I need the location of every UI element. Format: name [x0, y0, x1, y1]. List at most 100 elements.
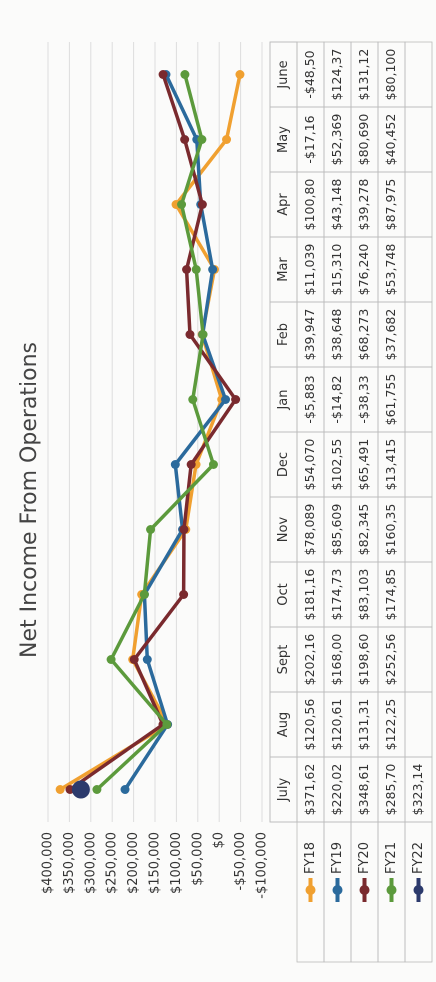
- data-point: [222, 135, 232, 144]
- data-point: [106, 655, 116, 664]
- data-point: [221, 395, 231, 404]
- table-value: $285,70: [383, 764, 398, 816]
- x-tick-label: Mar: [276, 257, 291, 282]
- data-point: [92, 785, 102, 794]
- data-point: [55, 785, 65, 794]
- x-tick-label: June: [276, 60, 291, 89]
- x-tick-label: Sept: [276, 645, 291, 675]
- table-value: $371,62: [302, 764, 317, 816]
- table-value: -$38,33: [356, 375, 371, 423]
- table-value: $323,14: [410, 764, 425, 816]
- y-tick-label: $400,000: [41, 832, 56, 894]
- data-point: [197, 135, 207, 144]
- data-point: [235, 70, 245, 79]
- data-point: [191, 265, 201, 274]
- table-value: $40,452: [383, 114, 398, 166]
- data-point: [142, 655, 152, 664]
- y-tick-label: -$50,000: [233, 832, 248, 890]
- data-point: [180, 70, 190, 79]
- table-value: $198,60: [356, 634, 371, 686]
- table-value: $174,85: [383, 569, 398, 621]
- table-value: $131,31: [356, 699, 371, 751]
- table-cell: [404, 41, 433, 108]
- y-tick-label: $200,000: [126, 832, 141, 894]
- table-value: $102,55: [329, 439, 344, 491]
- table-value: $122,25: [383, 699, 398, 751]
- table-value: $168,00: [329, 634, 344, 686]
- x-tick-label: July: [276, 778, 291, 803]
- y-tick-label: $0: [212, 832, 227, 849]
- table-value: -$17,16: [302, 115, 317, 163]
- legend-marker: [359, 885, 370, 895]
- data-point: [177, 200, 187, 209]
- table-value: $120,61: [329, 699, 344, 751]
- table-value: $120,56: [302, 699, 317, 751]
- data-point: [120, 785, 130, 794]
- table-value: $83,103: [356, 569, 371, 621]
- table-value: $252,56: [383, 634, 398, 686]
- legend-marker: [332, 885, 343, 895]
- data-point: [198, 330, 208, 339]
- table-value: -$14,82: [329, 375, 344, 423]
- x-tick-label: Dec: [276, 452, 291, 477]
- table-value: $181,16: [302, 569, 317, 621]
- data-point: [158, 70, 168, 79]
- table-value: $174,73: [329, 569, 344, 621]
- legend-label: FY20: [357, 842, 372, 874]
- x-tick-label: Oct: [276, 583, 291, 605]
- data-point: [231, 395, 241, 404]
- chart-title: Net Income From Operations: [17, 342, 42, 658]
- table-value: $54,070: [302, 439, 317, 491]
- data-point: [188, 395, 198, 404]
- x-tick-label: Jan: [276, 389, 291, 410]
- legend-marker: [305, 885, 316, 895]
- data-point: [179, 590, 189, 599]
- table-value: $13,415: [383, 439, 398, 491]
- table-value: $43,148: [329, 179, 344, 231]
- table-value: -$5,883: [302, 375, 317, 423]
- table-value: $220,02: [329, 764, 344, 816]
- table-value: $53,748: [383, 244, 398, 296]
- table-value: $80,100: [383, 49, 398, 101]
- data-point: [186, 460, 196, 469]
- x-tick-label: May: [276, 126, 291, 153]
- table-value: $131,12: [356, 49, 371, 101]
- y-tick-label: $250,000: [105, 832, 120, 894]
- table-value: $39,278: [356, 179, 371, 231]
- data-point: [139, 590, 149, 599]
- table-value: $11,039: [302, 244, 317, 296]
- series-line: [95, 74, 216, 791]
- table-value: $80,690: [356, 114, 371, 166]
- legend-marker: [413, 885, 424, 895]
- table-value: $85,609: [329, 504, 344, 556]
- table-value: $124,37: [329, 49, 344, 101]
- legend-label: FY18: [303, 842, 318, 874]
- table-value: $100,80: [302, 179, 317, 231]
- table-value: $61,755: [383, 374, 398, 426]
- data-point: [182, 265, 192, 274]
- legend-label: FY21: [384, 842, 399, 874]
- legend-marker: [386, 885, 397, 895]
- table-value: $87,975: [383, 179, 398, 231]
- data-point: [71, 780, 90, 799]
- data-point: [197, 200, 207, 209]
- legend-label: FY19: [330, 842, 345, 874]
- y-tick-label: $50,000: [190, 832, 205, 886]
- y-tick-label: $300,000: [83, 832, 98, 894]
- data-point: [180, 135, 190, 144]
- x-tick-label: Aug: [276, 712, 291, 737]
- table-value: $160,35: [383, 504, 398, 556]
- x-tick-label: Feb: [276, 323, 291, 346]
- table-value: $76,240: [356, 244, 371, 296]
- table-value: $68,273: [356, 309, 371, 361]
- table-value: $38,648: [329, 309, 344, 361]
- x-tick-label: Apr: [276, 193, 291, 216]
- series-line: [68, 73, 238, 791]
- data-point: [208, 460, 218, 469]
- table-value: $37,682: [383, 309, 398, 361]
- table-value: $82,345: [356, 504, 371, 556]
- table-value: $348,61: [356, 764, 371, 816]
- legend-label: FY22: [411, 842, 426, 874]
